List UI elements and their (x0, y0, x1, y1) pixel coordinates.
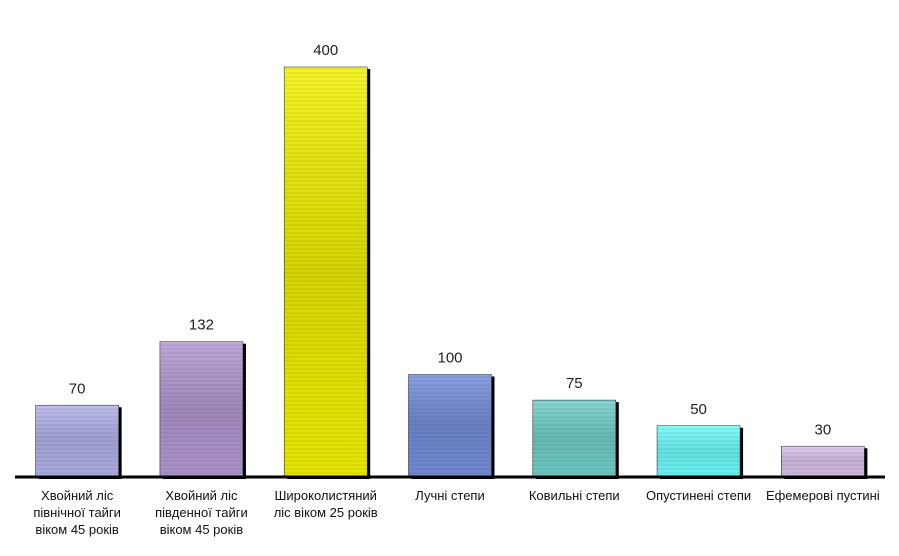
x-tick-label: Хвойний ліс південної тайги віком 45 рок… (155, 488, 248, 537)
value-label: 75 (566, 375, 583, 392)
x-tick-label: Хвойний ліс північної тайги віком 45 рок… (33, 488, 121, 537)
value-label: 400 (313, 42, 338, 59)
value-label: 30 (815, 421, 832, 438)
bar-texture (657, 425, 741, 477)
x-tick-label: Ефемерові пустині (765, 488, 880, 503)
x-tick-label: Лучні степи (415, 488, 485, 503)
value-label: 50 (690, 401, 707, 418)
x-tick-label: Ковильні степи (528, 488, 620, 503)
bar-texture (408, 374, 492, 477)
bar-texture (284, 67, 368, 477)
x-tick-label: Опустинені степи (645, 488, 752, 503)
value-label: 70 (69, 380, 86, 397)
bar-texture (781, 446, 865, 477)
bar-texture (159, 341, 243, 477)
bar-texture (532, 400, 616, 477)
value-label: 132 (189, 317, 214, 334)
bar-texture (35, 405, 119, 477)
value-label: 100 (437, 350, 462, 367)
x-tick-label: Широколистяний ліс віком 25 років (273, 488, 378, 520)
